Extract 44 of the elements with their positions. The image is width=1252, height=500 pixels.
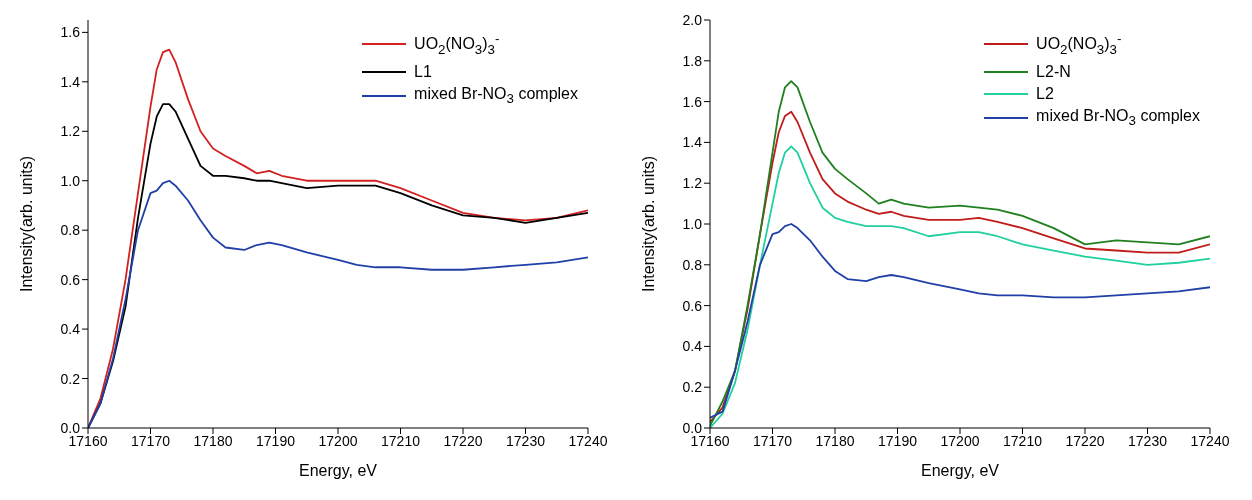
y-tick-label: 1.0: [60, 172, 81, 189]
x-axis-title: Energy, eV: [921, 462, 1000, 479]
y-tick-label: 0.4: [60, 321, 81, 338]
x-tick-label: 17190: [878, 432, 918, 449]
y-tick-label: 1.8: [682, 52, 703, 69]
x-tick-label: 17240: [568, 432, 608, 449]
y-tick-label: 1.4: [60, 73, 81, 90]
y-axis-title: Intensity(arb. units): [639, 155, 657, 293]
y-tick-label: 1.2: [682, 175, 703, 192]
y-tick-label: 0.6: [682, 297, 703, 314]
y-tick-label: 0.4: [682, 338, 703, 355]
legend-label: L2-N: [1036, 61, 1071, 82]
legend-label: mixed Br-NO$_{3}$ complex: [414, 83, 578, 108]
legend-label: L1: [414, 61, 432, 82]
y-tick-label: 1.6: [682, 93, 703, 110]
x-tick-label: 17200: [940, 432, 980, 449]
x-tick-label: 17230: [1128, 432, 1168, 449]
y-tick-label: 1.0: [682, 215, 703, 232]
legend-label: mixed Br-NO$_{3}$ complex: [1036, 105, 1200, 130]
y-tick-label: 2.0: [682, 11, 703, 28]
y-tick-label: 0.8: [682, 256, 703, 273]
x-tick-label: 17170: [753, 432, 793, 449]
y-tick-label: 0.6: [60, 271, 81, 288]
x-tick-label: 17210: [1003, 432, 1043, 449]
x-tick-label: 17210: [381, 432, 421, 449]
y-axis-title: Intensity(arb. units): [17, 155, 35, 293]
x-tick-label: 17240: [1190, 432, 1230, 449]
y-tick-label: 0.2: [682, 379, 703, 396]
x-tick-label: 17220: [1065, 432, 1105, 449]
x-tick-label: 17180: [193, 432, 233, 449]
x-tick-label: 17230: [506, 432, 546, 449]
y-tick-label: 1.6: [60, 24, 81, 41]
x-tick-label: 17180: [815, 432, 855, 449]
line-series: [710, 223, 1210, 419]
y-tick-label: 0.2: [60, 370, 81, 387]
y-tick-label: 1.4: [682, 134, 703, 151]
x-axis-title: Energy, eV: [299, 462, 378, 479]
x-tick-label: 17200: [318, 432, 358, 449]
y-tick-label: 0.8: [60, 222, 81, 239]
y-tick-label: 1.2: [60, 123, 81, 140]
x-tick-label: 17170: [131, 432, 171, 449]
x-tick-label: 17220: [443, 432, 483, 449]
legend-label: L2: [1036, 83, 1054, 104]
x-tick-label: 17190: [256, 432, 296, 449]
